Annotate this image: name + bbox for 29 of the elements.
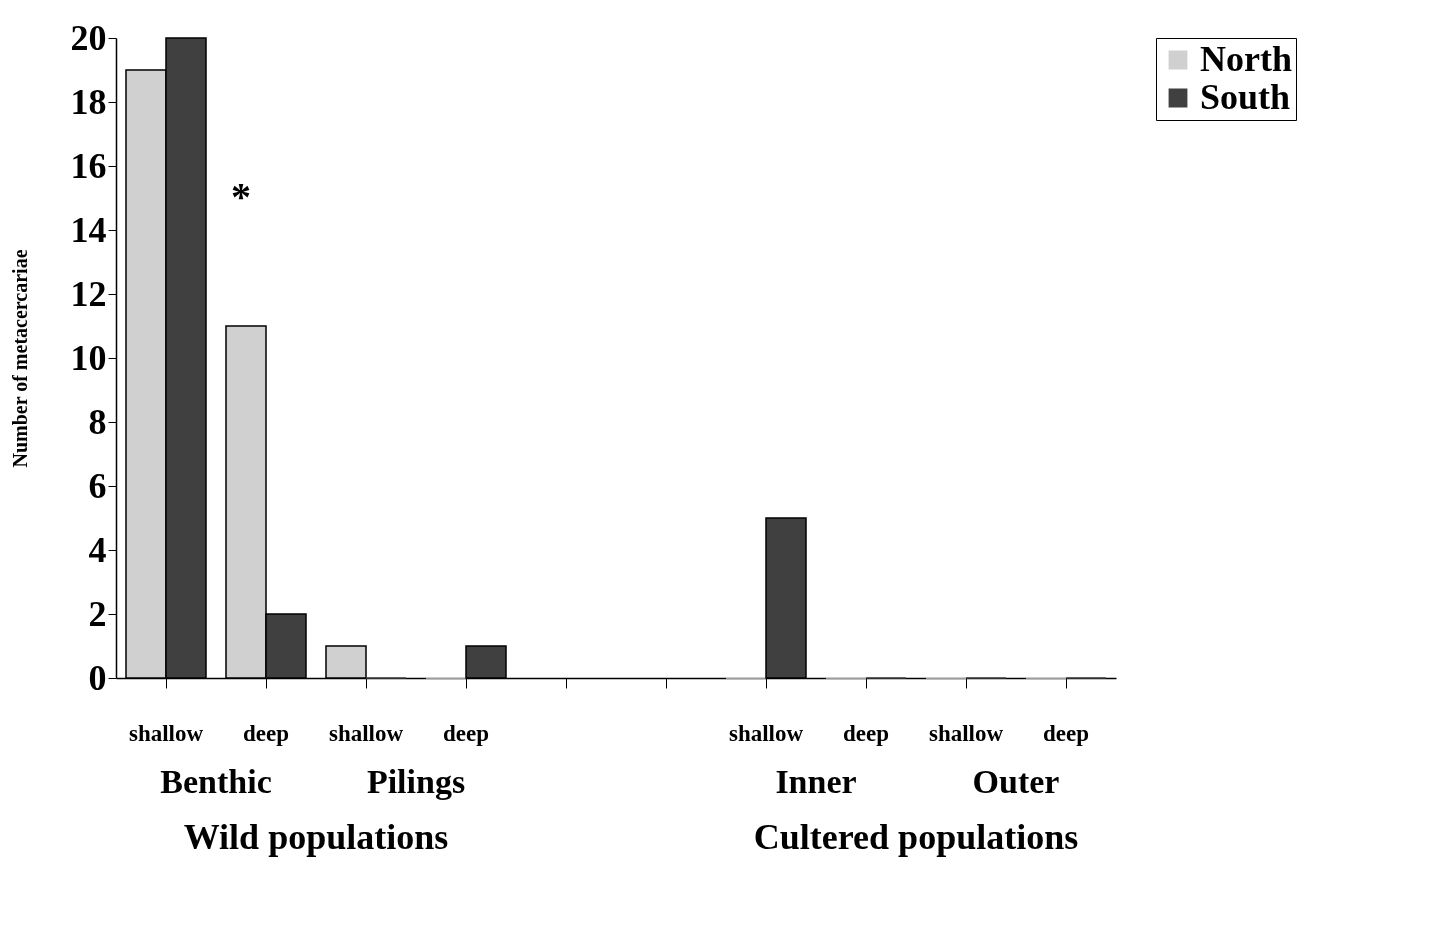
y-tick-label: 10 [70, 337, 107, 378]
x-tick-label: deep [243, 720, 289, 746]
y-tick-label: 16 [70, 145, 107, 186]
y-tick-label: 6 [88, 465, 107, 506]
legend-label: North [1200, 39, 1292, 79]
text: Wild populations [183, 817, 449, 857]
legend-label: South [1200, 77, 1291, 117]
x-tick-label: shallow [128, 720, 204, 746]
text: Benthic [160, 763, 272, 800]
y-tick-label: 20 [70, 17, 107, 58]
y-tick-label: 2 [88, 593, 107, 634]
y-tick-label: 14 [70, 209, 107, 250]
y-axis-title: Number of metacercariae [8, 249, 31, 468]
text: Outer [972, 763, 1060, 800]
y-tick-label: 12 [70, 273, 107, 314]
x-tick-label: shallow [328, 720, 404, 746]
text: Inner [775, 763, 857, 800]
y-tick-label: 4 [88, 529, 107, 570]
text: Pilings [366, 763, 466, 800]
x-tick-label: shallow [728, 720, 804, 746]
text: Cultered populations [753, 817, 1079, 857]
annotation: * [231, 174, 251, 219]
x-tick-label: deep [443, 720, 489, 746]
y-tick-label: 18 [70, 81, 107, 122]
x-tick-label: deep [1043, 720, 1089, 746]
x-tick-label: shallow [928, 720, 1004, 746]
y-tick-label: 8 [88, 401, 107, 442]
y-tick-label: 0 [88, 657, 107, 698]
x-tick-label: deep [843, 720, 889, 746]
